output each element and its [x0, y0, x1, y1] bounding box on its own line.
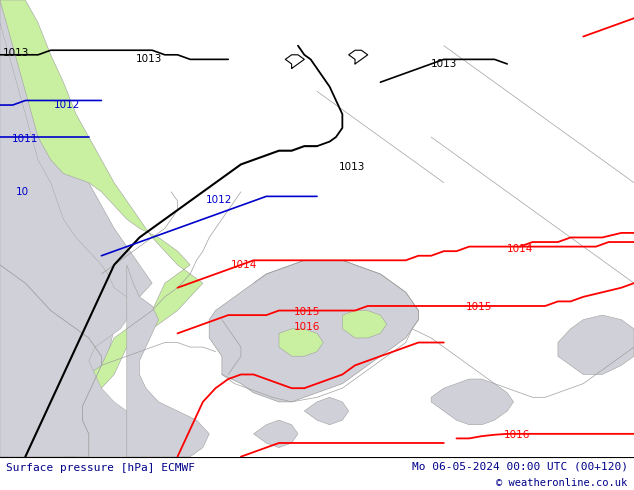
Text: Mo 06-05-2024 00:00 UTC (00+120): Mo 06-05-2024 00:00 UTC (00+120) [411, 461, 628, 471]
Text: 1016: 1016 [503, 430, 530, 440]
Text: 1014: 1014 [231, 260, 257, 270]
Polygon shape [0, 0, 203, 457]
Text: 1013: 1013 [136, 54, 162, 64]
Text: 1012: 1012 [53, 100, 80, 110]
Text: 1014: 1014 [507, 244, 533, 254]
Text: Surface pressure [hPa] ECMWF: Surface pressure [hPa] ECMWF [6, 464, 195, 473]
Text: 1013: 1013 [339, 162, 365, 172]
Text: © weatheronline.co.uk: © weatheronline.co.uk [496, 478, 628, 488]
Text: 1012: 1012 [205, 195, 232, 204]
Polygon shape [209, 260, 418, 402]
Polygon shape [254, 420, 298, 447]
Text: 10: 10 [16, 187, 29, 197]
Text: 1013: 1013 [430, 59, 457, 69]
Text: 1013: 1013 [3, 48, 29, 57]
Text: 1015: 1015 [465, 302, 492, 312]
Polygon shape [0, 23, 152, 457]
Polygon shape [279, 329, 323, 356]
Text: 1015: 1015 [294, 307, 321, 317]
Polygon shape [0, 0, 152, 457]
Text: 1011: 1011 [12, 134, 39, 144]
Polygon shape [342, 311, 387, 338]
Polygon shape [431, 379, 514, 425]
Polygon shape [304, 397, 349, 425]
Polygon shape [127, 265, 209, 457]
Polygon shape [558, 315, 634, 374]
Text: 1016: 1016 [294, 322, 321, 332]
